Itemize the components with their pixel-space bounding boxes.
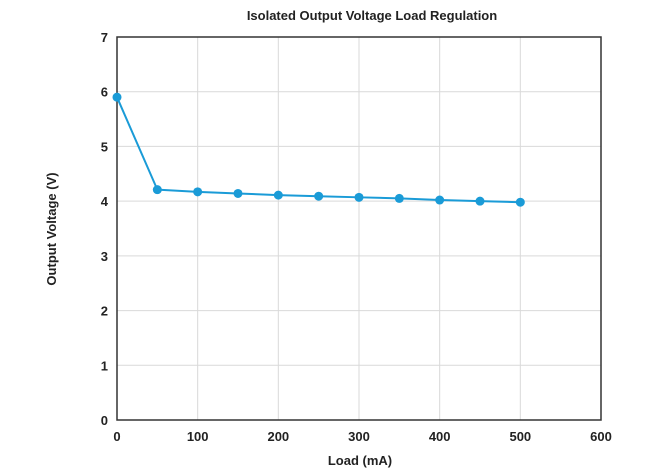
data-point — [314, 191, 324, 201]
data-point — [273, 190, 283, 200]
x-tick-label: 500 — [509, 429, 531, 444]
tick-labels: 0 100 200 300 400 500 600 0 1 2 3 4 5 6 7 — [101, 30, 612, 444]
data-series — [112, 92, 525, 207]
y-axis-label: Output Voltage (V) — [44, 172, 59, 285]
data-point — [233, 188, 243, 198]
y-tick-label: 4 — [101, 194, 109, 209]
x-tick-label: 0 — [113, 429, 120, 444]
chart-title: Isolated Output Voltage Load Regulation — [247, 8, 497, 23]
data-point — [193, 187, 203, 197]
y-tick-label: 0 — [101, 413, 108, 428]
y-tick-label: 3 — [101, 249, 108, 264]
x-tick-label: 600 — [590, 429, 612, 444]
data-point — [475, 196, 485, 206]
y-tick-label: 2 — [101, 304, 108, 319]
x-tick-label: 400 — [429, 429, 451, 444]
data-point — [354, 192, 364, 202]
series-line — [116, 96, 521, 204]
x-axis-label: Load (mA) — [328, 453, 392, 468]
data-point — [394, 193, 404, 203]
data-point — [435, 195, 445, 205]
plot-frame — [116, 36, 602, 421]
x-tick-label: 100 — [187, 429, 209, 444]
y-tick-label: 6 — [101, 85, 108, 100]
data-point — [152, 185, 162, 195]
y-tick-label: 7 — [101, 30, 108, 45]
x-tick-label: 300 — [348, 429, 370, 444]
x-tick-label: 200 — [267, 429, 289, 444]
grid-lines — [117, 37, 601, 420]
data-point — [515, 197, 525, 207]
data-point — [112, 92, 122, 102]
y-tick-label: 5 — [101, 139, 108, 154]
y-tick-label: 1 — [101, 358, 108, 373]
